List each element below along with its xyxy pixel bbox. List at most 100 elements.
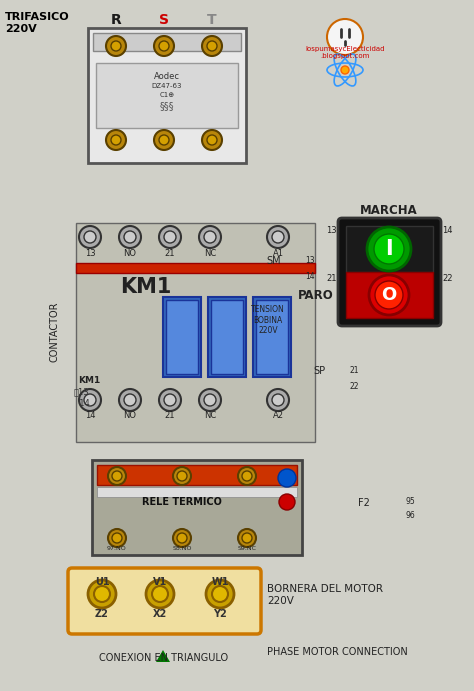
Text: 14: 14 (442, 226, 453, 235)
Text: 14: 14 (74, 399, 90, 408)
Text: O: O (382, 286, 397, 304)
Circle shape (112, 533, 122, 543)
Circle shape (242, 471, 252, 481)
Circle shape (238, 529, 256, 547)
Circle shape (278, 469, 296, 487)
Circle shape (173, 467, 191, 485)
Text: 97.NO: 97.NO (107, 545, 127, 551)
Text: W1: W1 (211, 577, 229, 587)
Text: T: T (207, 13, 217, 27)
Circle shape (79, 389, 101, 411)
Text: 22: 22 (350, 381, 359, 390)
Circle shape (146, 580, 174, 608)
Text: Z2: Z2 (95, 609, 109, 619)
Circle shape (267, 389, 289, 411)
Circle shape (272, 394, 284, 406)
Circle shape (207, 135, 217, 145)
Circle shape (206, 580, 234, 608)
Bar (256, 300, 288, 374)
FancyBboxPatch shape (68, 568, 261, 634)
Bar (97, 487, 297, 497)
Circle shape (374, 234, 404, 264)
Text: MARCHA: MARCHA (360, 204, 418, 216)
Bar (166, 300, 198, 374)
Circle shape (267, 226, 289, 248)
Circle shape (199, 389, 221, 411)
Circle shape (199, 226, 221, 248)
Text: NC: NC (204, 410, 216, 419)
Circle shape (367, 227, 411, 271)
Text: 21: 21 (350, 366, 359, 375)
Text: SM: SM (266, 256, 281, 266)
Text: 96: 96 (406, 511, 416, 520)
Bar (253, 297, 291, 377)
Bar (208, 297, 246, 377)
Circle shape (154, 36, 174, 56)
Text: 22: 22 (442, 274, 453, 283)
Text: A1: A1 (273, 249, 283, 258)
Circle shape (108, 467, 126, 485)
Text: NO: NO (124, 249, 137, 258)
Circle shape (84, 231, 96, 243)
Polygon shape (156, 650, 170, 662)
Circle shape (279, 494, 295, 510)
Text: 21: 21 (165, 410, 175, 419)
Circle shape (79, 226, 101, 248)
Circle shape (159, 226, 181, 248)
Bar (96, 63, 238, 128)
Circle shape (202, 130, 222, 150)
Circle shape (154, 130, 174, 150)
Circle shape (341, 66, 349, 74)
Text: 13: 13 (327, 226, 337, 235)
Text: §§§: §§§ (160, 101, 174, 111)
Text: CONEXION EN TRIANGULO: CONEXION EN TRIANGULO (100, 653, 228, 663)
Text: Aodec: Aodec (154, 71, 180, 80)
Circle shape (164, 394, 176, 406)
Circle shape (327, 19, 363, 55)
Circle shape (111, 41, 121, 51)
Circle shape (173, 529, 191, 547)
Circle shape (106, 36, 126, 56)
Circle shape (159, 41, 169, 51)
Text: DZ47-63: DZ47-63 (152, 83, 182, 89)
Circle shape (112, 471, 122, 481)
Text: SP: SP (314, 366, 326, 376)
Circle shape (88, 580, 116, 608)
Circle shape (152, 586, 168, 602)
Bar (163, 297, 201, 377)
Text: BORNERA DEL MOTOR
220V: BORNERA DEL MOTOR 220V (267, 584, 383, 605)
Circle shape (124, 394, 136, 406)
Bar (346, 226, 433, 272)
Circle shape (204, 394, 216, 406)
Bar (68, 215, 323, 450)
Circle shape (164, 231, 176, 243)
Text: 13: 13 (305, 256, 315, 265)
Text: NC: NC (204, 249, 216, 258)
Circle shape (111, 135, 121, 145)
Text: 21: 21 (165, 249, 175, 258)
Bar (88, 28, 246, 163)
Text: C1⊕: C1⊕ (159, 92, 174, 98)
Circle shape (369, 275, 409, 315)
Text: U1: U1 (95, 577, 109, 587)
Text: I: I (385, 239, 393, 259)
Bar (92, 460, 302, 555)
Circle shape (242, 533, 252, 543)
Text: S8.NO: S8.NO (172, 545, 192, 551)
Circle shape (204, 231, 216, 243)
Circle shape (124, 231, 136, 243)
Bar (346, 272, 433, 318)
Text: ⌓13: ⌓13 (74, 388, 90, 397)
Circle shape (84, 394, 96, 406)
Circle shape (202, 36, 222, 56)
Text: KM1: KM1 (78, 375, 100, 384)
Text: S9.NC: S9.NC (237, 545, 256, 551)
Text: S: S (159, 13, 169, 27)
Text: Y2: Y2 (213, 609, 227, 619)
Circle shape (212, 586, 228, 602)
Circle shape (238, 467, 256, 485)
Circle shape (108, 529, 126, 547)
Text: PHASE MOTOR CONNECTION: PHASE MOTOR CONNECTION (267, 647, 408, 657)
Text: F2: F2 (358, 498, 370, 508)
Circle shape (207, 41, 217, 51)
